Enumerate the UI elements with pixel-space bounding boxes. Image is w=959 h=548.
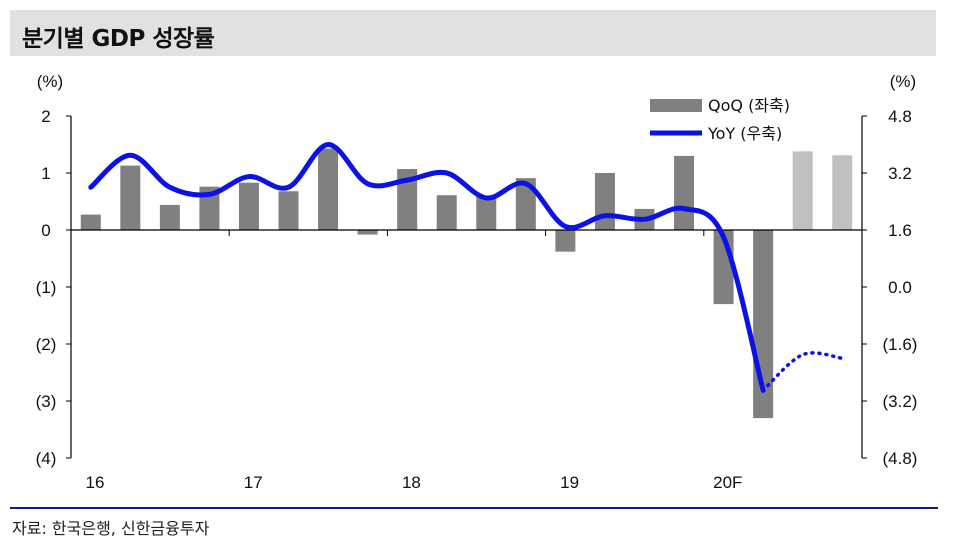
qoq-bar xyxy=(397,169,418,230)
qoq-bar xyxy=(199,186,220,230)
legend-yoy-label: YoY (우축) xyxy=(707,124,782,143)
right-tick-label: 3.2 xyxy=(888,164,912,183)
x-tick-label: 17 xyxy=(244,473,263,492)
title-bar: 분기별 GDP 성장률 xyxy=(10,10,936,56)
qoq-bar xyxy=(238,182,259,230)
left-tick-label: 0 xyxy=(41,221,50,240)
left-tick-label: (1) xyxy=(36,278,57,297)
chart-title: 분기별 GDP 성장률 xyxy=(22,26,215,52)
left-tick-label: (2) xyxy=(36,335,57,354)
right-tick-label: (1.6) xyxy=(883,335,918,354)
x-tick-label: 19 xyxy=(560,473,579,492)
qoq-bar xyxy=(792,151,813,230)
x-tick-label: 16 xyxy=(86,473,105,492)
left-axis-unit: (%) xyxy=(37,72,63,91)
qoq-bar xyxy=(476,196,497,230)
right-tick-label: 1.6 xyxy=(888,221,912,240)
x-tick-label: 18 xyxy=(402,473,421,492)
left-tick-label: 2 xyxy=(41,107,50,126)
left-tick-label: 1 xyxy=(41,164,50,183)
x-tick-label: 20F xyxy=(713,473,742,492)
qoq-bar xyxy=(80,214,101,230)
right-tick-label: (3.2) xyxy=(883,392,918,411)
right-tick-label: 4.8 xyxy=(888,107,912,126)
qoq-bar xyxy=(555,230,576,252)
left-tick-label: (3) xyxy=(36,392,57,411)
qoq-bar xyxy=(278,191,299,230)
gdp-growth-chart: 2 1 0 (1) (2) (3) (4) 4.8 3.2 1.6 0.0 (1.6) (3.2) (4.… xyxy=(36,72,918,492)
right-axis-unit: (%) xyxy=(890,72,916,91)
left-tick-label: (4) xyxy=(36,449,57,468)
qoq-bar xyxy=(436,195,457,230)
qoq-bar xyxy=(120,165,141,230)
right-tick-label: 0.0 xyxy=(888,278,912,297)
right-tick-label: (4.8) xyxy=(883,449,918,468)
qoq-bar xyxy=(318,148,339,230)
legend-qoq-label: QoQ (좌축) xyxy=(708,96,790,115)
qoq-bar xyxy=(594,173,615,230)
qoq-bar xyxy=(159,204,180,230)
yoy-line-forecast xyxy=(761,351,844,393)
source-divider xyxy=(10,507,938,509)
qoq-bar xyxy=(357,230,378,235)
qoq-bar xyxy=(674,155,695,230)
legend-qoq-swatch xyxy=(650,99,702,112)
yoy-line-actual xyxy=(88,142,766,393)
source-note: 자료: 한국은행, 신한금융투자 xyxy=(12,519,210,538)
qoq-bar xyxy=(832,155,853,230)
qoq-bar xyxy=(515,178,536,230)
